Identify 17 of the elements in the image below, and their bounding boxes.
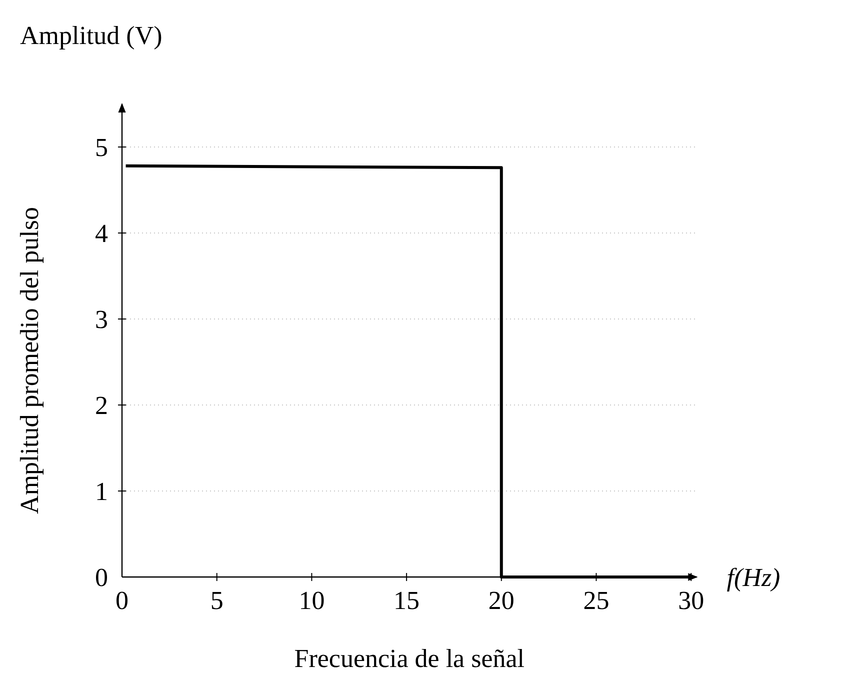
x-tick-label: 0 <box>116 586 128 615</box>
text: f(Hz) <box>726 563 780 592</box>
y-tick-label: 0 <box>95 563 108 592</box>
y-tick-label: 1 <box>95 477 108 506</box>
text: Amplitud (V) <box>20 21 162 50</box>
x-tick-label: 25 <box>583 586 610 615</box>
x-tick-label: 20 <box>488 586 514 615</box>
y-axis-title: Amplitud promedio del pulso <box>15 207 44 514</box>
x-tick-label: 5 <box>210 586 224 615</box>
y-tick-label: 4 <box>95 219 108 248</box>
y-tick-label: 3 <box>95 305 108 334</box>
x-tick-label: 15 <box>394 586 420 615</box>
x-tick-label: 10 <box>298 586 325 615</box>
x-axis-title: Frecuencia de la señal <box>294 644 525 673</box>
y-tick-label: 2 <box>95 391 108 420</box>
y-tick-label: 5 <box>95 133 108 162</box>
x-tick-label: 30 <box>678 586 704 615</box>
